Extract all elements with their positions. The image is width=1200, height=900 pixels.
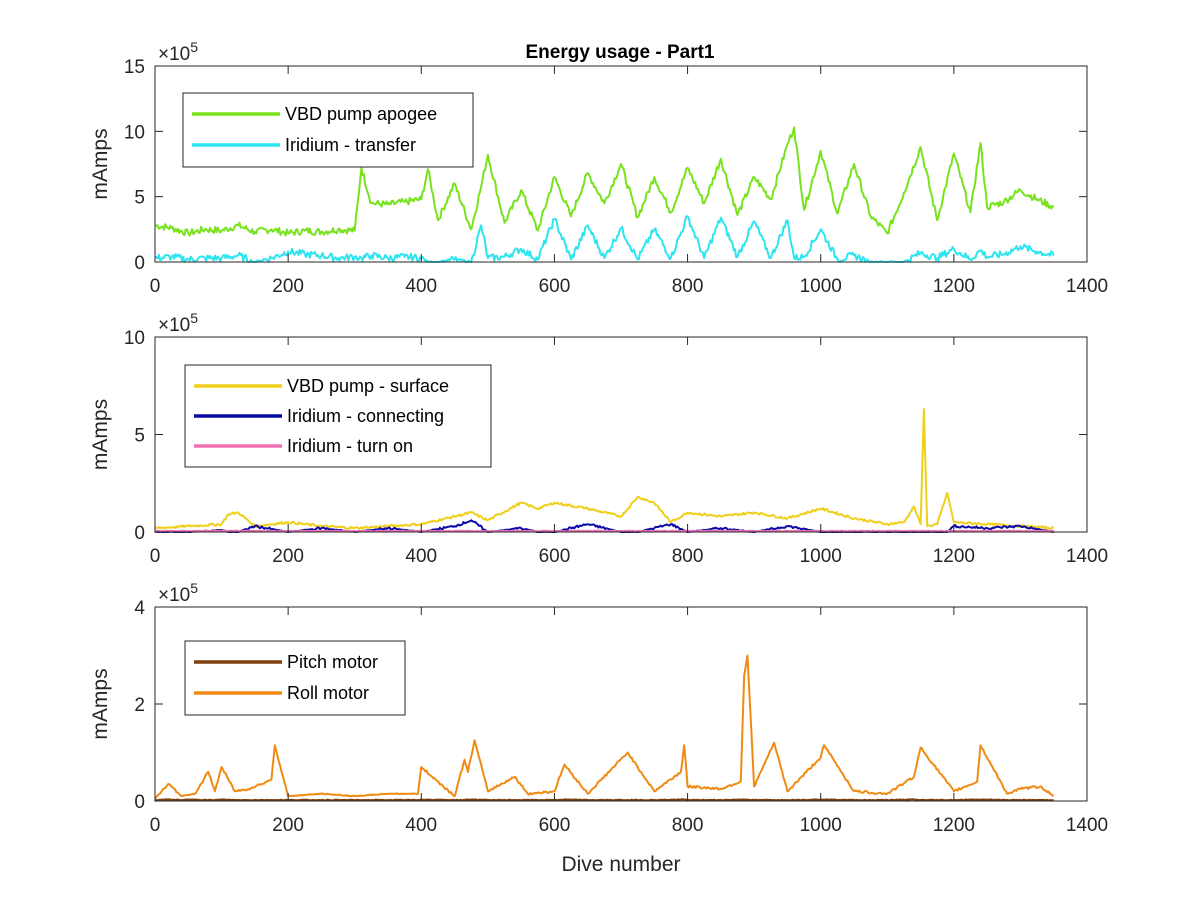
y-tick-label: 4: [134, 598, 145, 619]
axes-energy-bottom: 0 200 400 600 800 1000 1200 1400 0 2 4 ×105 mAmps Div…: [89, 580, 1108, 876]
x-tick-label: 200: [272, 815, 304, 836]
x-tick-label: 1000: [800, 546, 842, 567]
y-tick-label: 5: [134, 426, 145, 447]
x-tick-label: 600: [539, 276, 571, 297]
y-exponent-label: ×105: [158, 310, 198, 336]
x-tick-label: 1000: [800, 276, 842, 297]
series-line-vbd-pump-surface: [154, 408, 1055, 530]
legend-box: [182, 92, 474, 168]
series-line-roll-motor: [154, 654, 1055, 800]
legend-box: [184, 640, 406, 716]
legend-entry: VBD pump - surface: [287, 376, 449, 396]
legend: Pitch motor Roll motor: [184, 640, 406, 716]
legend-entry: Iridium - turn on: [287, 436, 413, 456]
x-axis-label: Dive number: [561, 853, 680, 876]
y-tick-label: 0: [134, 253, 145, 274]
x-tick-label: 0: [150, 276, 161, 297]
x-tick-label: 1000: [800, 815, 842, 836]
legend-entry: Pitch motor: [287, 652, 378, 672]
y-tick-label: 5: [134, 188, 145, 209]
x-tick-label: 1200: [933, 276, 975, 297]
y-tick-label: 15: [124, 57, 145, 78]
legend: VBD pump apogee Iridium - transfer: [182, 92, 474, 168]
figure-title: Energy usage - Part1: [525, 42, 714, 63]
x-tick-label: 1200: [933, 546, 975, 567]
x-tick-label: 400: [405, 815, 437, 836]
series-line-pitch-motor: [154, 798, 1054, 802]
x-tick-label: 1400: [1066, 546, 1108, 567]
x-tick-label: 800: [672, 546, 704, 567]
legend-entry: Iridium - transfer: [285, 135, 416, 155]
y-axis-label: mAmps: [89, 128, 112, 199]
x-tick-label: 1200: [933, 815, 975, 836]
y-tick-label: 2: [134, 695, 145, 716]
x-tick-label: 800: [672, 815, 704, 836]
x-tick-label: 200: [272, 546, 304, 567]
x-tick-label: 0: [150, 815, 161, 836]
y-exponent-label: ×105: [158, 39, 198, 65]
x-tick-label: 1400: [1066, 276, 1108, 297]
x-tick-label: 200: [272, 276, 304, 297]
axes-energy-middle: 0 200 400 600 800 1000 1200 1400 0 5 10 ×105 mAmps VB…: [89, 310, 1108, 567]
legend-entry: VBD pump apogee: [285, 104, 437, 124]
x-tick-label: 400: [405, 276, 437, 297]
legend-entry: Iridium - connecting: [287, 406, 444, 426]
series-group: [154, 654, 1055, 802]
legend-entry: Roll motor: [287, 683, 369, 703]
x-tick-label: 600: [539, 546, 571, 567]
series-line-iridium-turn-on: [154, 529, 1054, 533]
x-tick-label: 800: [672, 276, 704, 297]
series-line-vbd-pump-apogee: [154, 126, 1055, 237]
y-tick-label: 0: [134, 523, 145, 544]
y-tick-label: 10: [124, 122, 145, 143]
legend: VBD pump - surface Iridium - connecting Ir…: [184, 364, 492, 468]
x-tick-label: 600: [539, 815, 571, 836]
y-exponent-label: ×105: [158, 580, 198, 606]
y-axis-label: mAmps: [89, 399, 112, 470]
x-tick-label: 1400: [1066, 815, 1108, 836]
y-tick-label: 0: [134, 792, 145, 813]
axes-energy-top: 0 200 400 600 800 1000 1200 1400 0 5 10 15 ×105 mAmps…: [89, 39, 1108, 297]
x-tick-label: 0: [150, 546, 161, 567]
axes-box: [154, 65, 1088, 263]
series-line-iridium-transfer: [154, 215, 1055, 263]
x-tick-label: 400: [405, 546, 437, 567]
y-axis-label: mAmps: [89, 668, 112, 739]
y-tick-label: 10: [124, 328, 145, 349]
